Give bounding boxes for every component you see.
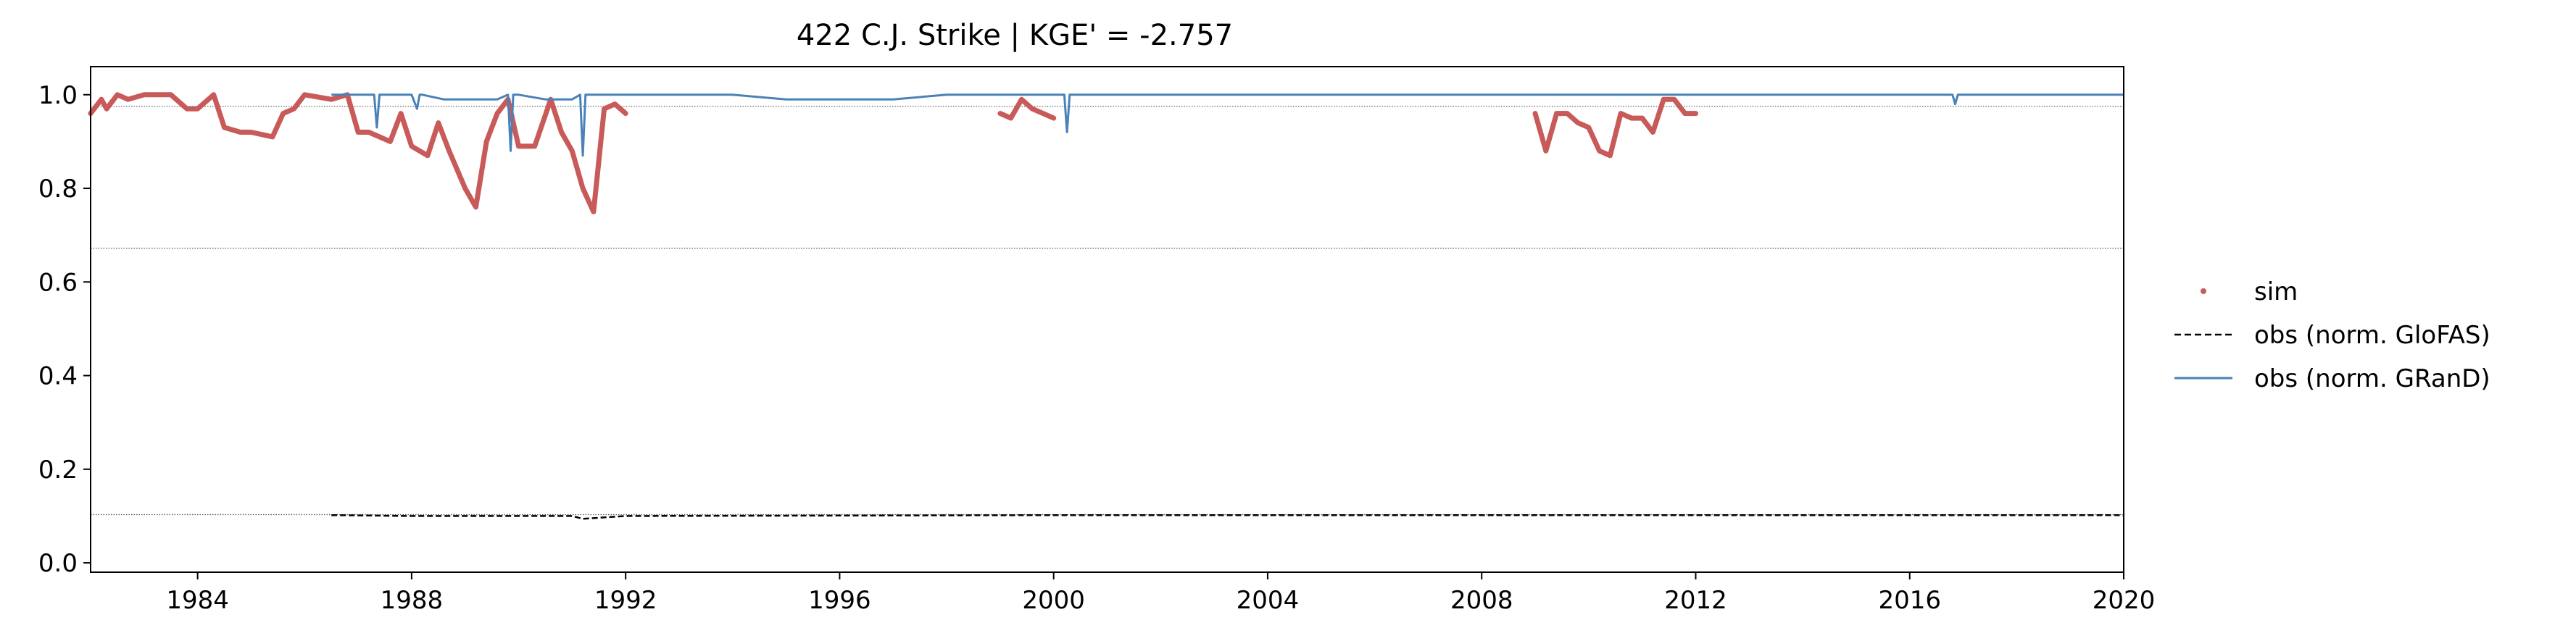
series-2-segment-0 [331, 93, 2124, 157]
series-0-segment-2 [1532, 96, 1698, 159]
x-tick-label-8: 2016 [1878, 586, 1941, 615]
x-tick-label-3: 1996 [808, 586, 871, 615]
series-1-segment-0 [331, 514, 2124, 520]
y-tick-label-4: 0.8 [38, 175, 78, 204]
x-tick-label-7: 2012 [1664, 586, 1727, 615]
y-tick-label-0: 0.0 [38, 549, 78, 578]
legend: sim obs (norm. GloFAS) obs (norm. GRanD) [2174, 277, 2490, 393]
y-tick-label-1: 0.2 [38, 456, 78, 485]
x-tick-label-5: 2004 [1237, 586, 1300, 615]
x-tick-label-0: 1984 [166, 586, 229, 615]
series-0-segment-1 [997, 96, 1057, 121]
legend-label-2: obs (norm. GRanD) [2254, 364, 2490, 393]
plot-frame [90, 66, 2124, 573]
series-layer [88, 92, 2124, 520]
x-axis: 1984 1988 1992 1996 2000 2004 2008 2012 2016 2020 [166, 572, 2155, 615]
y-tick-label-3: 0.6 [38, 268, 78, 297]
legend-label-1: obs (norm. GloFAS) [2254, 321, 2490, 350]
series-0 [88, 92, 1698, 214]
x-tick-label-4: 2000 [1022, 586, 1085, 615]
x-tick-label-2: 1992 [594, 586, 657, 615]
series-1 [331, 514, 2124, 520]
series-2 [331, 93, 2124, 157]
y-tick-label-2: 0.4 [38, 362, 78, 391]
legend-marker-0 [2201, 288, 2206, 294]
y-tick-label-5: 1.0 [38, 81, 78, 110]
x-tick-label-6: 2008 [1450, 586, 1513, 615]
chart-title: 422 C.J. Strike | KGE' = -2.757 [797, 19, 1233, 52]
x-tick-label-1: 1988 [381, 586, 444, 615]
y-axis: 0.0 0.2 0.4 0.6 0.8 1.0 [38, 81, 91, 578]
x-tick-label-9: 2020 [2093, 586, 2156, 615]
series-0-segment-0 [88, 92, 628, 214]
legend-label-0: sim [2254, 277, 2298, 306]
